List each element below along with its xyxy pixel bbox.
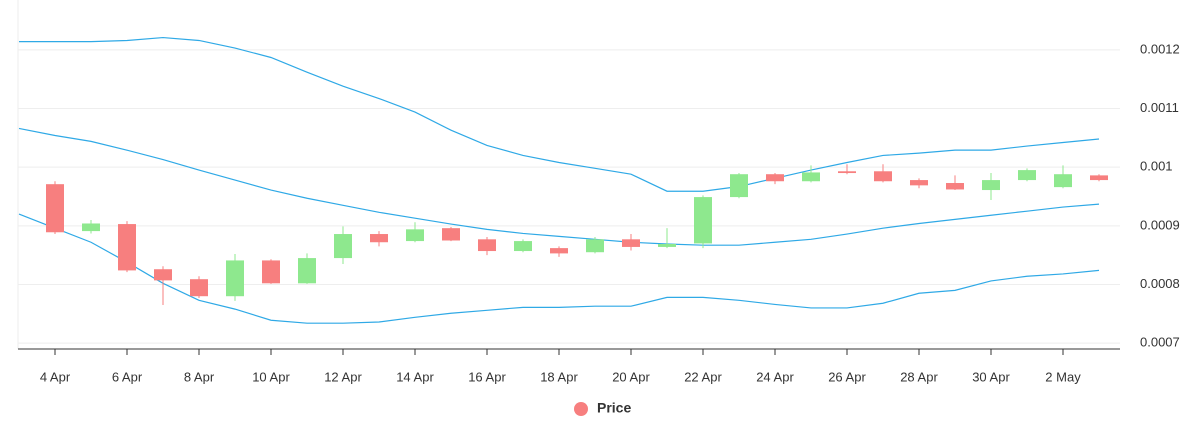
- legend-label[interactable]: Price: [597, 400, 631, 416]
- candle-body: [1018, 170, 1036, 181]
- band-line: [18, 127, 1100, 246]
- y-tick-label: 0.0008: [1140, 276, 1180, 291]
- candle-body: [118, 224, 136, 271]
- legend-marker[interactable]: [574, 402, 588, 416]
- candle-body: [334, 234, 352, 259]
- candle-body: [838, 171, 856, 174]
- x-tick-label: 26 Apr: [828, 369, 866, 384]
- x-tick-label: 24 Apr: [756, 369, 794, 384]
- candle-body: [1054, 174, 1072, 188]
- band-line: [19, 36, 1100, 192]
- candle-body: [82, 223, 100, 232]
- band-line: [18, 213, 1100, 324]
- candle-body: [406, 229, 424, 242]
- y-tick-label: 0.0007: [1140, 335, 1180, 350]
- x-tick-label: 6 Apr: [112, 369, 143, 384]
- candle-body: [154, 269, 172, 281]
- candle-body: [766, 174, 784, 182]
- candle-body: [946, 183, 964, 190]
- candle-body: [694, 197, 712, 244]
- x-tick-label: 16 Apr: [468, 369, 506, 384]
- y-tick-label: 0.0009: [1140, 217, 1180, 232]
- y-tick-label: 0.0012: [1140, 41, 1180, 56]
- candle-body: [370, 234, 388, 243]
- x-tick-label: 22 Apr: [684, 369, 722, 384]
- x-tick-label: 14 Apr: [396, 369, 434, 384]
- candle-body: [622, 239, 640, 247]
- candle-body: [190, 279, 208, 297]
- y-tick-label: 0.0011: [1140, 100, 1179, 115]
- x-tick-label: 2 May: [1045, 369, 1081, 384]
- candle-body: [910, 180, 928, 186]
- x-tick-label: 18 Apr: [540, 369, 578, 384]
- candle-body: [586, 239, 604, 253]
- candle-body: [802, 172, 820, 182]
- candle-body: [658, 244, 676, 247]
- x-tick-label: 28 Apr: [900, 369, 938, 384]
- x-tick-label: 4 Apr: [40, 369, 71, 384]
- candle-body: [442, 228, 460, 241]
- candle-body: [226, 260, 244, 297]
- x-tick-label: 10 Apr: [252, 369, 290, 384]
- candle-body: [478, 239, 496, 252]
- candle-body: [262, 260, 280, 284]
- candle-body: [730, 174, 748, 198]
- x-tick-label: 20 Apr: [612, 369, 650, 384]
- candle-body: [982, 180, 1000, 191]
- candle-body: [46, 184, 64, 233]
- candle-body: [874, 171, 892, 182]
- candle-body: [550, 248, 568, 254]
- x-tick-label: 30 Apr: [972, 369, 1010, 384]
- x-tick-label: 12 Apr: [324, 369, 362, 384]
- y-tick-label: 0.001: [1140, 159, 1173, 174]
- x-tick-label: 8 Apr: [184, 369, 215, 384]
- candle-body: [1090, 175, 1108, 181]
- candle-body: [298, 258, 316, 284]
- candle-body: [514, 241, 532, 252]
